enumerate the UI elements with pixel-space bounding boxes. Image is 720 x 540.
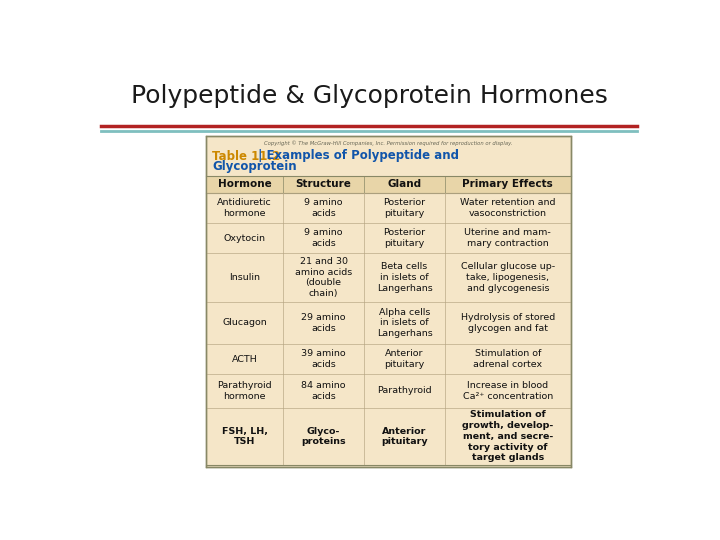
Text: Stimulation of
adrenal cortex: Stimulation of adrenal cortex	[473, 349, 542, 369]
Text: Cellular glucose up-
take, lipogenesis,
and glycogenesis: Cellular glucose up- take, lipogenesis, …	[461, 262, 555, 293]
Text: Parathyroid: Parathyroid	[377, 387, 432, 395]
Text: 29 amino
acids: 29 amino acids	[302, 313, 346, 333]
Text: Glycoprotein: Glycoprotein	[212, 160, 297, 173]
Text: Water retention and
vasoconstriction: Water retention and vasoconstriction	[460, 198, 556, 218]
Text: Antidiuretic
hormone: Antidiuretic hormone	[217, 198, 272, 218]
Text: Increase in blood
Ca²⁺ concentration: Increase in blood Ca²⁺ concentration	[463, 381, 553, 401]
Text: 21 and 30
amino acids
(double
chain): 21 and 30 amino acids (double chain)	[295, 257, 352, 298]
Text: Posterior
pituitary: Posterior pituitary	[384, 228, 426, 248]
Text: Hydrolysis of stored
glycogen and fat: Hydrolysis of stored glycogen and fat	[461, 313, 555, 333]
Text: Primary Effects: Primary Effects	[462, 179, 553, 189]
Text: Hormone: Hormone	[218, 179, 271, 189]
Text: Posterior
pituitary: Posterior pituitary	[384, 198, 426, 218]
Text: 9 amino
acids: 9 amino acids	[305, 228, 343, 248]
Text: Oxytocin: Oxytocin	[224, 233, 266, 242]
Text: Polypeptide & Glycoprotein Hormones: Polypeptide & Glycoprotein Hormones	[130, 84, 608, 107]
Text: Table 11.2: Table 11.2	[212, 150, 281, 163]
Text: | Examples of Polypeptide and: | Examples of Polypeptide and	[254, 150, 459, 163]
Text: Anterior
pituitary: Anterior pituitary	[382, 427, 428, 446]
Text: Structure: Structure	[296, 179, 351, 189]
Text: Alpha cells
in islets of
Langerhans: Alpha cells in islets of Langerhans	[377, 308, 433, 338]
Bar	[206, 136, 570, 467]
Text: Uterine and mam-
mary contraction: Uterine and mam- mary contraction	[464, 228, 551, 248]
Text: ACTH: ACTH	[232, 355, 258, 364]
Text: Stimulation of
growth, develop-
ment, and secre-
tory activity of
target glands: Stimulation of growth, develop- ment, an…	[462, 410, 554, 462]
Text: Gland: Gland	[387, 179, 422, 189]
Text: 39 amino
acids: 39 amino acids	[301, 349, 346, 369]
Text: Glyco-
proteins: Glyco- proteins	[301, 427, 346, 446]
Text: Parathyroid
hormone: Parathyroid hormone	[217, 381, 272, 401]
Text: 84 amino
acids: 84 amino acids	[302, 381, 346, 401]
Text: Glucagon: Glucagon	[222, 319, 267, 327]
Text: 9 amino
acids: 9 amino acids	[305, 198, 343, 218]
Text: Insulin: Insulin	[229, 273, 260, 282]
Text: FSH, LH,
TSH: FSH, LH, TSH	[222, 427, 268, 446]
Bar	[206, 176, 570, 193]
Text: Anterior
pituitary: Anterior pituitary	[384, 349, 425, 369]
Text: Copyright © The McGraw-Hill Companies, Inc. Permission required for reproduction: Copyright © The McGraw-Hill Companies, I…	[264, 140, 513, 146]
Text: Beta cells
in islets of
Langerhans: Beta cells in islets of Langerhans	[377, 262, 433, 293]
